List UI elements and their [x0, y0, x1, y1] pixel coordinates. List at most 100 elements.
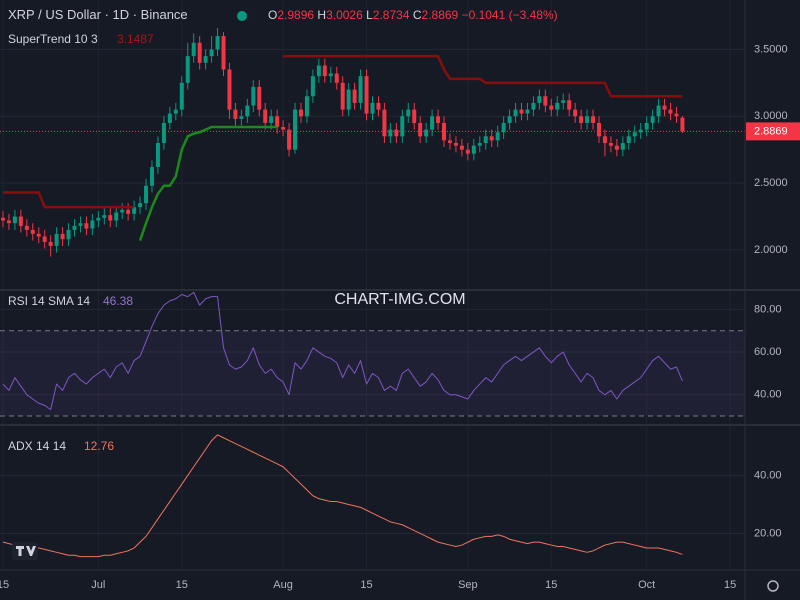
candle-body: [66, 229, 71, 240]
candle-body: [471, 145, 476, 154]
candle-body: [322, 65, 327, 77]
candle-body: [477, 142, 482, 146]
candle-body: [161, 122, 166, 143]
settings-icon[interactable]: [767, 580, 779, 592]
line-series: [138, 125, 278, 241]
candle-body: [459, 145, 464, 150]
candle-body: [555, 102, 560, 110]
x-tick-label: 15: [176, 579, 188, 591]
candle-body: [465, 149, 470, 154]
y-tick-label: 2.5000: [754, 177, 788, 189]
candle-body: [340, 82, 345, 110]
x-tick-label: 15: [545, 579, 557, 591]
y-tick-label: 40.00: [754, 389, 782, 401]
candle-body: [644, 122, 649, 130]
candle-body: [608, 142, 613, 146]
x-tick-label: 15: [724, 579, 736, 591]
candle-body: [114, 212, 119, 221]
candle-body: [209, 49, 214, 57]
candle-body: [12, 216, 17, 224]
candle-body: [269, 116, 274, 123]
line-series: [283, 54, 683, 98]
candle-body: [42, 236, 47, 242]
candle-body: [573, 109, 578, 117]
candle-body: [650, 116, 655, 123]
x-tick-label: Aug: [273, 579, 293, 591]
candle-body: [358, 76, 363, 103]
candle-body: [149, 167, 154, 186]
change-value: −0.1041 (−3.48%): [462, 8, 558, 22]
candle-body: [227, 69, 232, 110]
indicator-label: RSI 14 SMA 14: [8, 294, 90, 308]
candle-body: [36, 233, 41, 237]
y-tick-label: 20.00: [754, 527, 782, 539]
candle-body: [543, 96, 548, 106]
candle-body: [447, 140, 452, 143]
market-status-dot: [237, 11, 247, 21]
last-price-box: [746, 122, 800, 141]
candle-body: [501, 122, 506, 133]
candle-body: [346, 89, 351, 110]
ohlc-legend: O2.9896 H3.0026 L2.8734 C2.8869 −0.1041 …: [268, 8, 558, 22]
line-series: [2, 291, 683, 411]
chart-header: XRP / US Dollar · 1D · Binance: [8, 7, 188, 22]
candle-body: [316, 65, 321, 77]
low-letter: L: [366, 8, 373, 22]
candle-body: [364, 76, 369, 114]
candle-body: [191, 42, 196, 57]
candle-body: [424, 129, 429, 137]
candle-body: [495, 132, 500, 141]
candle-body: [370, 102, 375, 114]
candle-body: [519, 109, 524, 114]
candle-body: [585, 116, 590, 123]
candle-body: [78, 223, 83, 226]
candle-body: [334, 73, 339, 83]
candle-body: [185, 56, 190, 83]
close-letter: C: [413, 8, 422, 22]
candle-body: [144, 185, 149, 204]
candle-body: [668, 109, 673, 114]
candle-body: [287, 129, 292, 150]
candle-body: [614, 145, 619, 150]
close-value: 2.8869: [422, 8, 459, 22]
candle-body: [293, 109, 298, 150]
candle-body: [108, 215, 113, 221]
candle-body: [102, 215, 107, 218]
candle-body: [579, 116, 584, 123]
candle-body: [591, 116, 596, 123]
candle-body: [656, 105, 661, 117]
candle-body: [132, 207, 137, 214]
candle-body: [126, 209, 131, 214]
candle-body: [257, 86, 262, 110]
high-letter: H: [317, 8, 326, 22]
settings-button[interactable]: [767, 580, 779, 592]
candle-body: [674, 113, 679, 117]
candle-body: [155, 142, 160, 168]
candle-body: [596, 122, 601, 137]
candle-body: [60, 233, 65, 240]
candle-body: [412, 109, 417, 123]
y-tick-label: 40.00: [754, 469, 782, 481]
candle-body: [275, 116, 280, 127]
mark-layer: [0, 28, 745, 558]
x-tick-label: 15: [0, 579, 9, 591]
candle-body: [382, 109, 387, 137]
candle-body: [549, 105, 554, 110]
high-value: 3.0026: [326, 8, 363, 22]
logo-background: [12, 542, 38, 560]
candle-body: [167, 113, 172, 123]
candle-body: [72, 225, 77, 230]
indicator-value: 12.76: [84, 439, 114, 453]
candle-body: [418, 122, 423, 137]
y-tick-label: 2.0000: [754, 244, 788, 256]
indicator-value: 3.1487: [117, 32, 154, 46]
candle-body: [453, 142, 458, 146]
candle-body: [507, 116, 512, 123]
low-value: 2.8734: [373, 8, 410, 22]
candle-body: [328, 73, 333, 77]
candle-body: [90, 220, 95, 229]
indicator-label: ADX 14 14: [8, 439, 66, 453]
candle-body: [263, 109, 268, 123]
